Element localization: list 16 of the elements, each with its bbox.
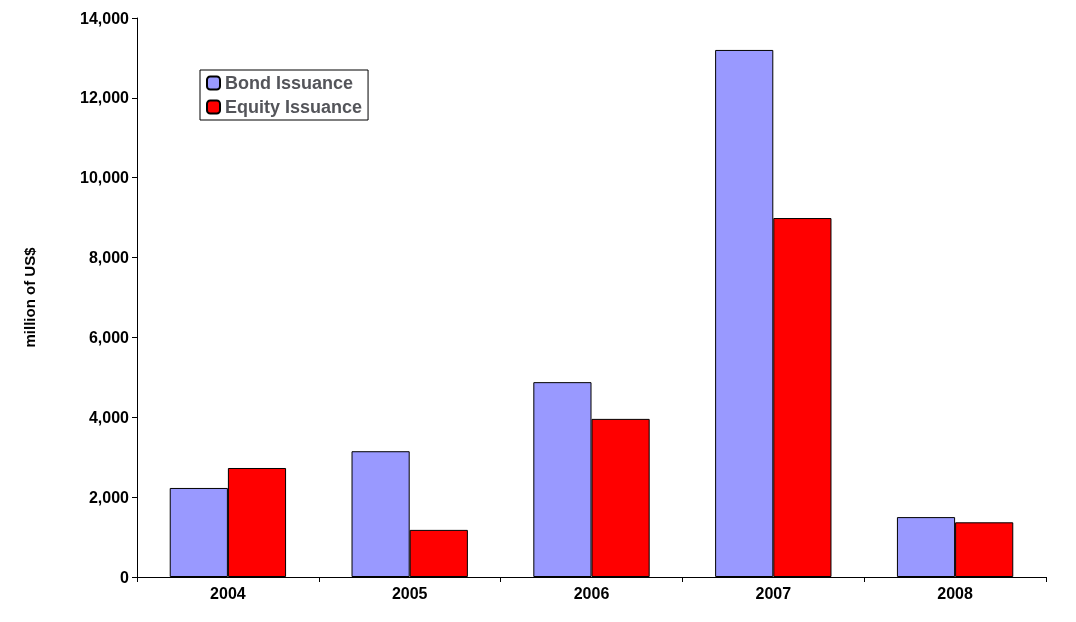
legend-label: Bond Issuance — [225, 73, 354, 93]
y-axis-title: million of US$ — [21, 246, 38, 348]
y-tick-label: 8,000 — [88, 249, 130, 267]
y-tick-label: 2,000 — [88, 488, 130, 506]
y-tick-label: 4,000 — [88, 408, 130, 426]
x-tick-label: 2006 — [573, 584, 610, 602]
x-tick-label: 2004 — [210, 584, 246, 602]
legend-label: Equity Issuance — [225, 97, 363, 117]
y-tick-label: 12,000 — [80, 89, 130, 107]
x-tick-label: 2007 — [755, 584, 792, 602]
y-tick-label: 6,000 — [88, 328, 130, 346]
y-tick-label: 0 — [120, 568, 130, 586]
y-tick-label: 10,000 — [80, 169, 130, 187]
y-tick-label: 14,000 — [80, 9, 130, 27]
x-tick-label: 2008 — [937, 584, 973, 602]
x-tick-label: 2005 — [391, 584, 428, 602]
